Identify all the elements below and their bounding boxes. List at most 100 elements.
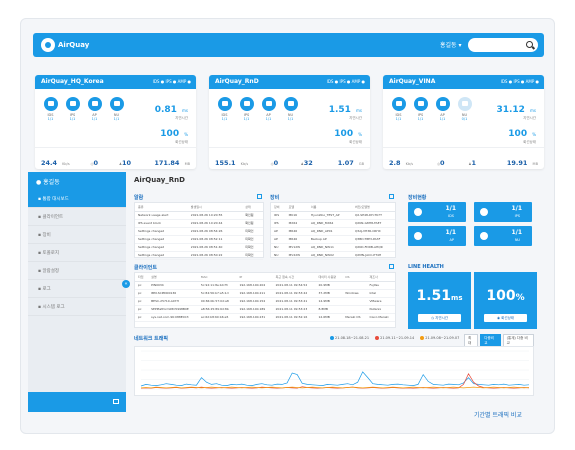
devices-title: 장비 — [270, 195, 280, 201]
alarm-column-header[interactable]: 종류 — [135, 203, 188, 212]
sidebar-item-label: 통합 대시보드 — [42, 197, 69, 202]
sidebar-item[interactable]: ▪ 클라이언트 — [28, 208, 126, 226]
device-cell: AP — [271, 235, 286, 244]
site-footer: 2.8 Kb/sNW 트래픽 ◎0 ♟1클라이언트 19.91 MB데이터사용량 — [383, 147, 544, 169]
device-column-header[interactable]: 장비 — [271, 203, 286, 212]
client-row[interactable]: pc BESC-25710-A07H 00:84:0b:57:0d:a8 192.16… — [135, 297, 395, 306]
site-card[interactable]: AirQuay_VINA IDS ● IPS ● AMP ● IDS 1/1 I… — [383, 75, 544, 169]
device-cell: MV22W — [285, 251, 308, 260]
search-icon[interactable] — [526, 41, 533, 48]
client-column-header[interactable]: 데이터 사용량 — [315, 273, 343, 282]
alarm-row[interactable]: Settings changed 2021.08.26 08:54:26 미확인 — [135, 227, 263, 236]
site-device-stat: IPS 1/1 — [411, 97, 430, 121]
app-logo[interactable]: AirQuay — [41, 38, 89, 52]
site-device-value: 1/1 — [287, 117, 294, 121]
tile-label: AP — [449, 238, 454, 242]
device-row[interactable]: NU MV12W AQ_RND_NW11 Q2KD-FDDB-AHQR — [271, 243, 395, 252]
site-latency: 31.12 ms 지연시간 — [496, 97, 536, 121]
device-column-header[interactable]: 모델 — [285, 203, 308, 212]
alarm-cell: 확인됨 — [242, 211, 263, 220]
site-card[interactable]: AirQuay_RnD IDS ● IPS ● AMP ● IDS 1/1 IP… — [209, 75, 370, 169]
sidebar-item[interactable]: ▪ 통합 대시보드 — [28, 190, 126, 208]
device-column-header[interactable]: 이름 — [307, 203, 352, 212]
client-row[interactable]: pc sys.nat.com.96:088E0C3 ac:62:b8:60:b6:e… — [135, 313, 395, 322]
device-cell: Q3BD-T8E3-PA3F — [351, 235, 395, 244]
site-tags: IDS ● IPS ● AMP ● — [500, 79, 539, 84]
device-row[interactable]: NU MV22W AQ_RND_NW02 Q2MN-JACC-PT4H — [271, 251, 395, 260]
search-input[interactable] — [468, 38, 538, 52]
site-device-icons: IDS 1/1 IPS 1/1 AP 1/1 NU 1/1 — [215, 97, 303, 121]
alarms-panel: 종류 발생일시 상태 Network usage alert 2021.08.26 1… — [134, 202, 264, 260]
device-status-tile[interactable]: 1/1 IDS — [408, 202, 466, 222]
list-icon: ▪ — [38, 305, 43, 310]
compare-label[interactable]: 기간별 트래픽 비교 — [474, 412, 522, 419]
sidebar-item[interactable]: ▪ 시스템 로그 — [28, 298, 126, 316]
site-device-value: 1/1 — [47, 117, 54, 121]
client-cell: sys.nat.com.96:088E0C3 — [148, 313, 198, 322]
site-name: AirQuay_HQ_Korea — [41, 78, 104, 85]
site-alerts: ◎0 — [437, 150, 445, 169]
alarm-row[interactable]: IPS event block 2021.08.26 10:20:44 확인됨 — [135, 219, 263, 228]
device-status-tile[interactable]: 1/1 NU — [474, 226, 532, 246]
usage-unit: MB — [532, 162, 538, 166]
client-column-header[interactable]: MAC — [197, 273, 237, 282]
device-row[interactable]: AP MR46 Backup AP Q3BD-T8E3-PA3F — [271, 235, 395, 244]
sidebar-item[interactable]: ▪ 알람설정 — [28, 262, 126, 280]
client-column-header[interactable]: 제조사 — [366, 273, 395, 282]
client-column-header[interactable]: 타입 — [135, 273, 149, 282]
user-name: 홍길동 — [440, 42, 457, 49]
client-row[interactable]: pc IBM-SCPIN00136 5c:84:56:b7:a5:1d 192.168… — [135, 289, 395, 298]
health-icon: ◉ — [496, 316, 502, 320]
alarm-column-header[interactable]: 상태 — [242, 203, 263, 212]
sidebar-item[interactable]: ▪ 장비 — [28, 226, 126, 244]
alarm-row[interactable]: Settings changed 2021.08.26 08:50:22 미확인 — [135, 251, 263, 260]
site-device-stat: IPS 1/1 — [237, 97, 256, 121]
sidebar-item[interactable]: ▪ 토폴로지 — [28, 244, 126, 262]
sidebar-item[interactable]: ▪ 로그 — [28, 280, 126, 298]
client-row[interactable]: pc PIN0034 5c:92:11:8e:b4:f3 192.168.100.20… — [135, 281, 395, 290]
client-column-header[interactable]: OS — [342, 273, 367, 282]
site-device-value: 0/1 — [461, 117, 468, 121]
devices-more-icon[interactable] — [389, 194, 394, 199]
device-status-tile[interactable]: 1/1 IPS — [474, 202, 532, 222]
alarm-cell: Settings changed — [135, 251, 188, 260]
client-row[interactable]: pc SEPPlatform08C5998B0E a8:56:25:89:6d:8b… — [135, 305, 395, 314]
device-cell: IPS — [271, 219, 286, 228]
site-clients: ♟32클라이언트 — [301, 150, 316, 169]
logout-icon[interactable] — [113, 399, 119, 404]
client-column-header[interactable]: 최근 접속 시간 — [272, 273, 316, 282]
latency-button[interactable]: ◷ 지연시간 — [418, 314, 461, 322]
site-device-label: NU — [461, 113, 468, 117]
client-cell: IBM-SCPIN00136 — [148, 289, 198, 298]
client-column-header[interactable]: 설명 — [148, 273, 198, 282]
line-health-card: 100% ◉ 회선상태 — [474, 272, 537, 329]
clients-more-icon[interactable] — [389, 264, 394, 269]
legend-item[interactable]: 21.09.11~21.09.14 — [375, 336, 414, 340]
site-card[interactable]: AirQuay_HQ_Korea IDS ● IPS ● AMP ● IDS 1… — [35, 75, 196, 169]
alarm-cell: IPS event block — [135, 219, 188, 228]
sidebar-item-label: 로그 — [42, 287, 51, 292]
device-row[interactable]: IDS MK16 HyunWoo_TEST_AP Q2-SE48-DH-TK7T — [271, 211, 395, 220]
legend-item[interactable]: 21.08.18~21.08.21 — [330, 336, 369, 340]
site-alerts: ◎0 — [271, 150, 279, 169]
alarm-column-header[interactable]: 발생일시 — [187, 203, 243, 212]
client-cell: 192.168.100.154 — [236, 297, 273, 306]
alarms-more-icon[interactable] — [257, 194, 262, 199]
alarm-row[interactable]: Settings changed 2021.08.26 08:51:40 미확인 — [135, 243, 263, 252]
client-cell: Intel — [366, 289, 395, 298]
device-status-tile[interactable]: 1/1 AP — [408, 226, 466, 246]
site-health: 100 % 회선상태 — [160, 121, 188, 145]
user-menu[interactable]: 홍길동 ▾ — [440, 40, 462, 49]
site-device-label: AP — [266, 113, 271, 117]
legend-item[interactable]: 21.09.08~21.09.07 — [420, 336, 459, 340]
device-row[interactable]: IPS MX64 AQ_RND_MX64 Q2KN-G8H8-FAE7 — [271, 219, 395, 228]
usage-unit: GB — [358, 162, 364, 166]
device-row[interactable]: AP MR46 AQ_RND_AP01 Q3AJ-VH3R-CRHX — [271, 227, 395, 236]
site-usage: 1.07 GB데이터사용량 — [338, 150, 364, 169]
device-column-header[interactable]: 버전/모델명 — [351, 203, 395, 212]
client-column-header[interactable]: IP — [236, 273, 273, 282]
collapse-sidebar-button[interactable]: « — [122, 280, 130, 288]
alarm-row[interactable]: Network usage alert 2021.08.26 10:20:55 확인… — [135, 211, 263, 220]
alarm-row[interactable]: Settings changed 2021.08.26 08:52:11 미확인 — [135, 235, 263, 244]
health-button[interactable]: ◉ 회선상태 — [484, 314, 527, 322]
